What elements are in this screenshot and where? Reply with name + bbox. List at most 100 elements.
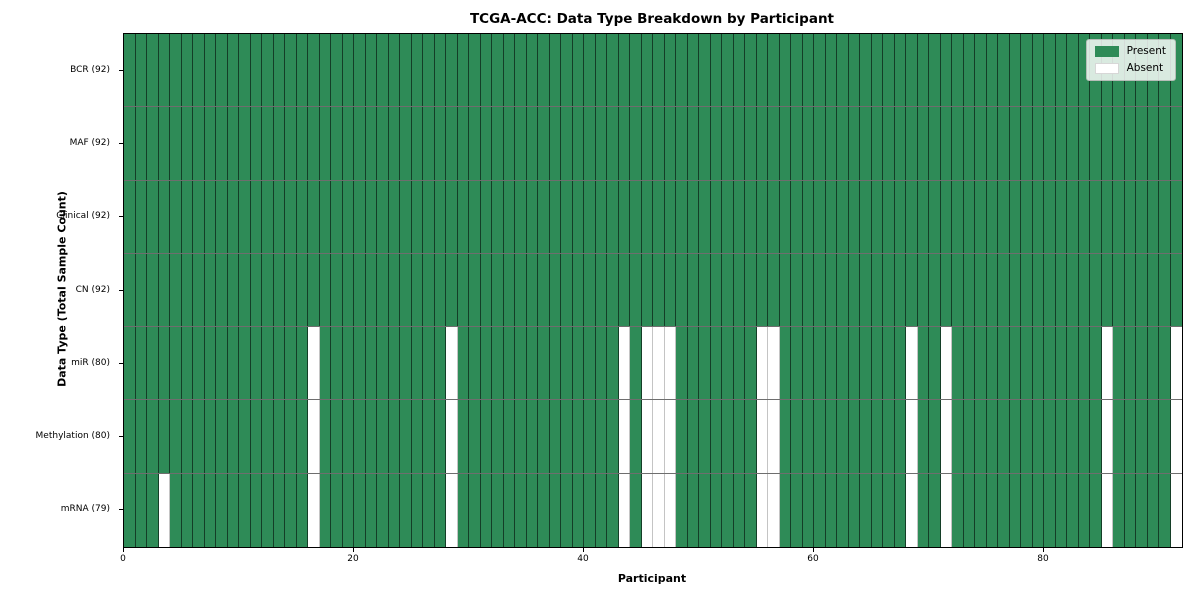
present-cell [331, 473, 343, 547]
present-cell [423, 253, 435, 327]
present-cell [469, 253, 481, 327]
present-cell [538, 107, 550, 180]
present-cell [250, 473, 262, 547]
present-cell [1090, 107, 1102, 180]
present-cell [377, 180, 389, 253]
present-cell [135, 107, 147, 180]
present-cell [676, 107, 688, 180]
present-cell [365, 107, 377, 180]
present-cell [1124, 327, 1136, 400]
present-cell [883, 253, 895, 327]
present-cell [1147, 327, 1159, 400]
present-cell [1159, 253, 1171, 327]
absent-cell [940, 400, 952, 473]
present-cell [986, 400, 998, 473]
present-cell [492, 400, 504, 473]
present-cell [124, 107, 136, 180]
x-tick-label-20: 20 [347, 554, 359, 564]
absent-cell [664, 400, 676, 473]
present-cell [170, 473, 182, 547]
present-cell [515, 107, 527, 180]
x-tick-mark [123, 548, 124, 552]
present-cell [342, 180, 354, 253]
present-cell [193, 327, 205, 400]
present-cell [975, 253, 987, 327]
present-cell [526, 327, 538, 400]
present-cell [756, 180, 768, 253]
present-cell [181, 473, 193, 547]
present-cell [503, 253, 515, 327]
present-cell [929, 327, 941, 400]
present-cell [607, 327, 619, 400]
present-cell [940, 34, 952, 107]
present-cell [1055, 180, 1067, 253]
present-cell [515, 327, 527, 400]
present-cell [929, 180, 941, 253]
present-cell [308, 180, 320, 253]
present-cell [377, 400, 389, 473]
present-cell [779, 34, 791, 107]
present-cell [411, 253, 423, 327]
present-cell [480, 327, 492, 400]
present-cell [158, 107, 170, 180]
present-cell [250, 34, 262, 107]
present-cell [147, 400, 159, 473]
absent-cell [1101, 327, 1113, 400]
present-cell [124, 34, 136, 107]
present-cell [768, 107, 780, 180]
present-cell [216, 400, 228, 473]
present-cell [733, 180, 745, 253]
present-cell [779, 473, 791, 547]
present-cell [1113, 107, 1125, 180]
present-cell [515, 400, 527, 473]
present-cell [446, 34, 458, 107]
present-cell [388, 473, 400, 547]
absent-cell [1101, 473, 1113, 547]
present-cell [469, 327, 481, 400]
present-cell [147, 253, 159, 327]
y-tick-label-Methylation: Methylation (80) [35, 431, 110, 442]
present-cell [446, 253, 458, 327]
present-cell [630, 473, 642, 547]
y-tick-label-mRNA: mRNA (79) [60, 504, 110, 515]
present-cell [388, 400, 400, 473]
present-cell [1170, 180, 1182, 253]
present-cell [710, 34, 722, 107]
present-cell [239, 107, 251, 180]
present-cell [492, 107, 504, 180]
present-cell [733, 34, 745, 107]
present-cell [515, 473, 527, 547]
present-cell [699, 473, 711, 547]
present-cell [1170, 253, 1182, 327]
present-cell [641, 180, 653, 253]
present-cell [825, 180, 837, 253]
present-cell [492, 473, 504, 547]
present-cell [630, 253, 642, 327]
present-cell [860, 34, 872, 107]
present-cell [227, 327, 239, 400]
present-cell [791, 107, 803, 180]
present-cell [1009, 253, 1021, 327]
absent-cell [768, 473, 780, 547]
present-cell [1113, 327, 1125, 400]
present-cell [584, 400, 596, 473]
present-cell [630, 327, 642, 400]
present-cell [250, 180, 262, 253]
present-cell [894, 253, 906, 327]
present-cell [607, 180, 619, 253]
present-cell [1124, 107, 1136, 180]
present-cell [503, 327, 515, 400]
present-cell [595, 107, 607, 180]
present-cell [503, 180, 515, 253]
present-cell [331, 327, 343, 400]
present-cell [227, 473, 239, 547]
present-cell [791, 327, 803, 400]
present-cell [1032, 473, 1044, 547]
present-cell [710, 253, 722, 327]
present-cell [618, 34, 630, 107]
present-cell [1136, 327, 1148, 400]
present-cell [342, 253, 354, 327]
present-cell [1159, 400, 1171, 473]
present-cell [135, 473, 147, 547]
present-cell [480, 180, 492, 253]
